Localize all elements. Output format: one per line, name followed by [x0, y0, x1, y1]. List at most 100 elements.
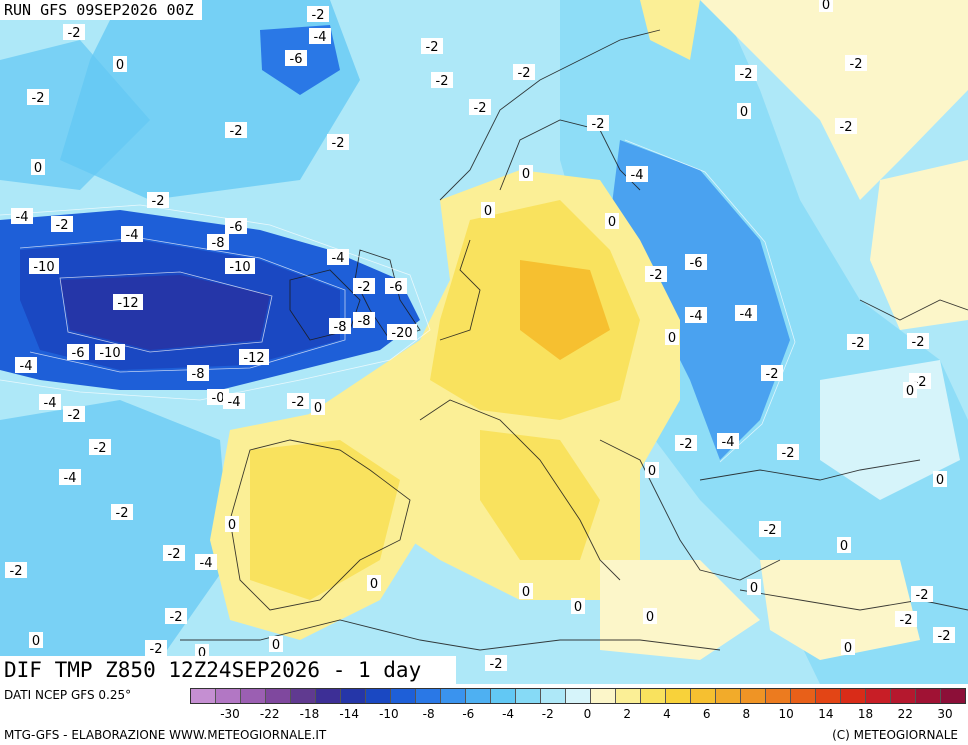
svg-text:0: 0: [116, 58, 124, 73]
svg-text:-2: -2: [10, 564, 23, 579]
contour-value-label: 0: [31, 159, 45, 176]
legend-swatch-12: [491, 689, 516, 703]
svg-text:-4: -4: [16, 210, 29, 225]
svg-text:0: 0: [370, 577, 378, 592]
legend-swatch-5: [316, 689, 341, 703]
legend-swatch-23: [766, 689, 791, 703]
svg-text:0: 0: [822, 0, 830, 13]
svg-text:0: 0: [522, 585, 530, 600]
svg-text:-4: -4: [314, 30, 327, 45]
legend-swatch-19: [666, 689, 691, 703]
legend-swatch-9: [416, 689, 441, 703]
legend-swatch-13: [516, 689, 541, 703]
contour-value-label: -2: [287, 393, 309, 410]
contour-value-label: -4: [11, 208, 33, 225]
svg-text:-6: -6: [72, 346, 85, 361]
svg-text:-2: -2: [852, 336, 865, 351]
svg-text:-2: -2: [68, 26, 81, 41]
svg-text:-6: -6: [690, 256, 703, 271]
contour-value-label: -4: [15, 357, 37, 374]
svg-text:-2: -2: [740, 67, 753, 82]
svg-text:-2: -2: [152, 194, 165, 209]
svg-text:-4: -4: [722, 435, 735, 450]
svg-text:-2: -2: [490, 657, 503, 672]
svg-text:-20: -20: [391, 326, 412, 341]
svg-text:-4: -4: [126, 228, 139, 243]
legend-tick-label: 18: [857, 707, 874, 721]
contour-value-label: -4: [626, 166, 648, 183]
contour-value-label: 0: [481, 202, 495, 219]
contour-value-label: -2: [895, 611, 917, 628]
credits-left: MTG-GFS - ELABORAZIONE WWW.METEOGIORNALE…: [4, 728, 327, 742]
legend-swatch-15: [566, 689, 591, 703]
contour-value-label: 0: [903, 382, 917, 399]
svg-text:-2: -2: [332, 136, 345, 151]
svg-text:0: 0: [668, 331, 676, 346]
contour-value-label: 0: [737, 103, 751, 120]
temperature-anomaly-field: -2-4-6-20-2-2-2-2-20-2-2-2-20-2-20-2-4-2…: [0, 0, 968, 684]
contour-value-label: -4: [685, 307, 707, 324]
contour-value-label: -2: [911, 586, 933, 603]
svg-text:-6: -6: [230, 220, 243, 235]
svg-text:0: 0: [840, 539, 848, 554]
svg-text:-8: -8: [358, 314, 371, 329]
legend-tick-label: 14: [818, 707, 834, 721]
source-label: DATI NCEP GFS 0.25°: [4, 688, 132, 702]
legend-swatch-29: [916, 689, 941, 703]
legend-swatch-17: [616, 689, 641, 703]
credits-right: (C) METEOGIORNALE: [832, 728, 958, 742]
svg-text:0: 0: [648, 464, 656, 479]
contour-value-label: 0: [819, 0, 833, 13]
contour-value-label: -4: [309, 28, 331, 45]
svg-text:-2: -2: [358, 280, 371, 295]
svg-text:0: 0: [522, 167, 530, 182]
legend-swatch-22: [741, 689, 766, 703]
contour-value-label: 0: [933, 471, 947, 488]
contour-value-label: -2: [933, 627, 955, 644]
legend-tick-label: 0: [583, 707, 592, 721]
svg-text:-2: -2: [68, 408, 81, 423]
legend-tick-label: 22: [897, 707, 913, 721]
svg-text:-2: -2: [916, 588, 929, 603]
svg-text:-2: -2: [116, 506, 129, 521]
svg-text:0: 0: [608, 215, 616, 230]
contour-value-label: 0: [311, 399, 325, 416]
legend-swatch-25: [816, 689, 841, 703]
svg-text:0: 0: [750, 581, 758, 596]
contour-value-label: -2: [163, 545, 185, 562]
svg-text:-2: -2: [94, 441, 107, 456]
svg-text:0: 0: [314, 401, 322, 416]
contour-value-label: -10: [95, 344, 125, 361]
contour-value-label: 0: [841, 639, 855, 656]
svg-text:-2: -2: [170, 610, 183, 625]
svg-text:-2: -2: [680, 437, 693, 452]
svg-text:-2: -2: [518, 66, 531, 81]
svg-text:-2: -2: [766, 367, 779, 382]
contour-value-label: -2: [353, 278, 375, 295]
legend-tick-label: 2: [623, 707, 632, 721]
svg-text:-2: -2: [840, 120, 853, 135]
svg-text:0: 0: [34, 161, 42, 176]
contour-value-label: 0: [225, 516, 239, 533]
legend-swatch-16: [591, 689, 616, 703]
contour-value-label: -6: [685, 254, 707, 271]
contour-value-label: -8: [207, 234, 229, 251]
contour-value-label: -2: [735, 65, 757, 82]
svg-text:-4: -4: [690, 309, 703, 324]
contour-value-label: -4: [195, 554, 217, 571]
contour-value-label: -2: [165, 608, 187, 625]
svg-text:-2: -2: [312, 8, 325, 23]
svg-text:0: 0: [32, 634, 40, 649]
contour-value-label: -4: [39, 394, 61, 411]
legend-swatch-20: [691, 689, 716, 703]
map-title: DIF TMP Z850 12Z24SEP2026 - 1 day: [0, 656, 456, 684]
contour-value-label: 0: [665, 329, 679, 346]
svg-text:0: 0: [484, 204, 492, 219]
contour-value-label: -2: [835, 118, 857, 135]
legend-swatch-14: [541, 689, 566, 703]
legend-swatch-7: [366, 689, 391, 703]
contour-value-label: -4: [735, 305, 757, 322]
legend-swatch-24: [791, 689, 816, 703]
svg-text:-2: -2: [168, 547, 181, 562]
contour-value-label: -12: [239, 349, 269, 366]
